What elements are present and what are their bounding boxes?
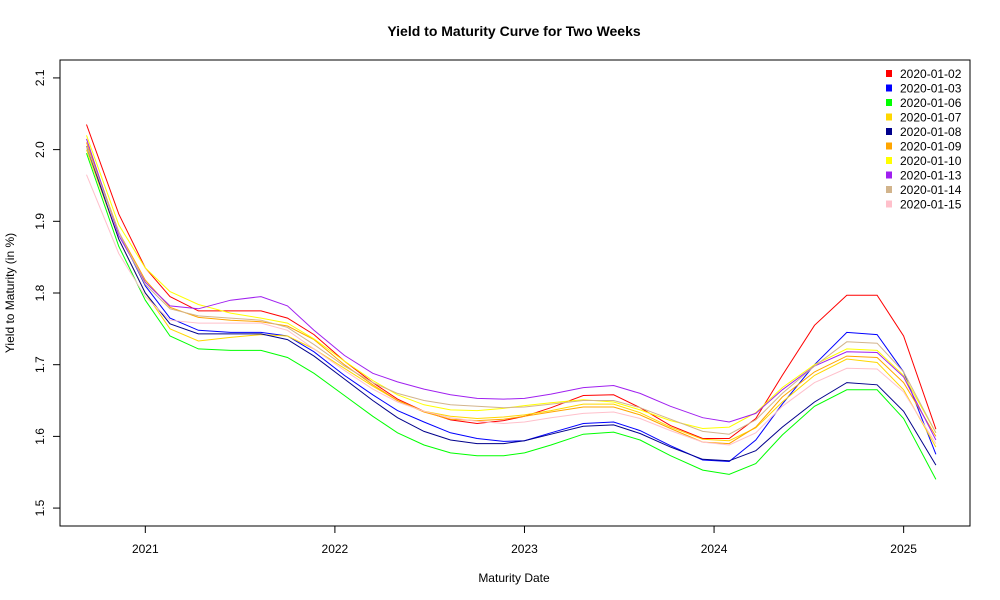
legend-label: 2020-01-03 <box>900 82 962 96</box>
y-tick-label: 1.8 <box>33 284 47 301</box>
y-tick-label: 1.9 <box>33 213 47 230</box>
legend-label: 2020-01-06 <box>900 96 962 110</box>
series-line-2020-01-10 <box>86 135 937 434</box>
series-line-2020-01-09 <box>86 142 937 445</box>
series-line-2020-01-14 <box>86 145 937 435</box>
legend-swatch <box>886 70 892 77</box>
x-tick-label: 2023 <box>511 542 538 556</box>
legend-swatch <box>886 128 892 135</box>
legend: 2020-01-022020-01-032020-01-062020-01-07… <box>886 67 962 212</box>
legend-swatch <box>886 99 892 106</box>
y-axis: 1.5 1.6 1.7 1.8 1.9 2.0 2.1 <box>33 69 61 516</box>
legend-label: 2020-01-14 <box>900 183 962 197</box>
chart-title: Yield to Maturity Curve for Two Weeks <box>387 23 641 39</box>
legend-swatch <box>886 171 892 179</box>
y-tick-label: 1.7 <box>33 356 47 373</box>
legend-label: 2020-01-08 <box>900 125 962 139</box>
series-line-2020-01-13 <box>86 138 937 441</box>
series-line-2020-01-07 <box>86 149 937 448</box>
legend-label: 2020-01-02 <box>900 67 962 81</box>
y-tick-label: 2.0 <box>33 141 47 158</box>
x-tick-label: 2024 <box>701 542 728 556</box>
y-tick-label: 1.6 <box>33 428 47 445</box>
legend-swatch <box>886 142 892 150</box>
series-line-2020-01-03 <box>86 145 937 463</box>
legend-swatch <box>886 84 892 92</box>
plot-frame <box>59 59 971 527</box>
x-tick-label: 2022 <box>322 542 349 556</box>
legend-label: 2020-01-10 <box>900 154 962 168</box>
x-tick-label: 2025 <box>890 542 917 556</box>
x-axis: 2021 2022 2023 2024 2025 <box>132 525 917 556</box>
legend-swatch <box>886 200 892 208</box>
y-tick-label: 1.5 <box>33 499 47 516</box>
legend-swatch <box>886 186 892 193</box>
series-line-2020-01-15 <box>86 174 937 446</box>
series-line-2020-01-08 <box>86 145 937 466</box>
series-lines <box>86 124 937 480</box>
series-line-2020-01-06 <box>86 153 937 480</box>
legend-swatch <box>886 157 892 164</box>
legend-label: 2020-01-15 <box>900 198 962 212</box>
x-tick-label: 2021 <box>132 542 159 556</box>
legend-swatch <box>886 113 892 121</box>
legend-label: 2020-01-09 <box>900 140 962 154</box>
y-tick-label: 2.1 <box>33 69 47 86</box>
legend-label: 2020-01-07 <box>900 111 962 125</box>
legend-label: 2020-01-13 <box>900 169 962 183</box>
series-line-2020-01-02 <box>86 124 937 439</box>
x-axis-label: Maturity Date <box>478 571 550 585</box>
y-axis-label: Yield to Maturity (in %) <box>3 233 17 353</box>
